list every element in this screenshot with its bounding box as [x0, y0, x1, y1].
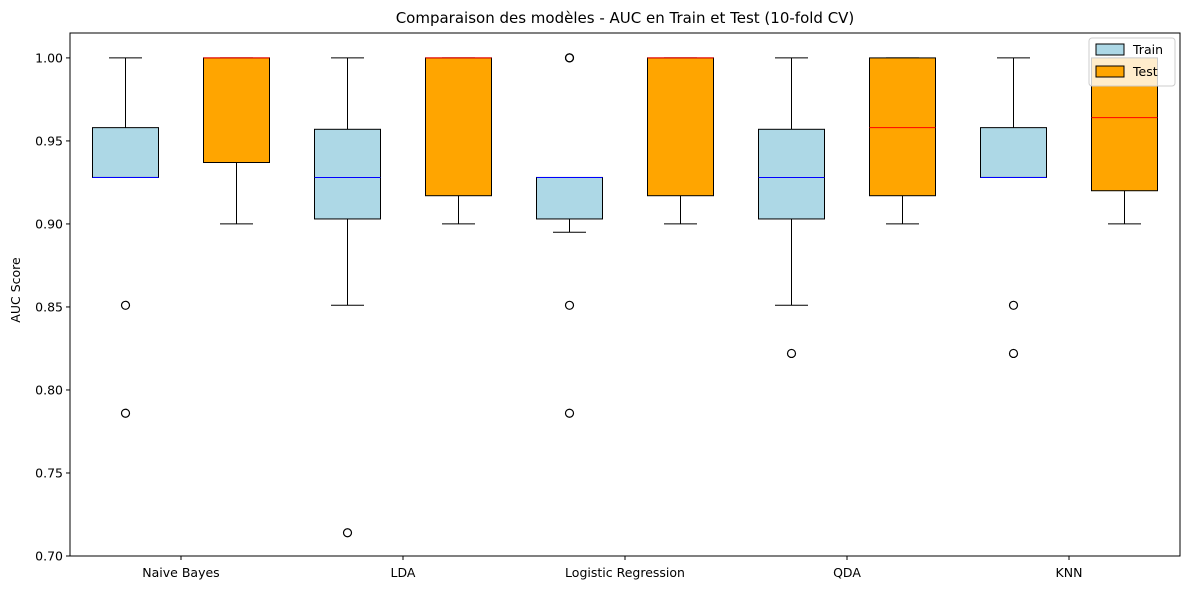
y-tick-label: 0.90 [35, 216, 63, 231]
y-tick-label: 0.70 [35, 549, 63, 564]
train-logistic-regression-outlier [564, 300, 575, 310]
train-naive-bayes-outlier [120, 300, 131, 310]
train-qda-box [758, 128, 825, 220]
y-tick-label: 0.80 [35, 382, 63, 397]
legend-swatch-train [1095, 43, 1125, 56]
train-logistic-regression-outlier [564, 408, 575, 418]
x-tick-label-lda: LDA [391, 565, 416, 580]
chart-title: Comparaison des modèles - AUC en Train e… [396, 9, 855, 27]
y-axis-label: AUC Score [8, 257, 23, 323]
y-tick-label: 0.95 [35, 133, 63, 148]
train-qda-outlier [786, 348, 797, 359]
train-naive-bayes-outlier [120, 408, 131, 418]
test-naive-bayes-box [203, 57, 270, 164]
legend-label-test: Test [1132, 64, 1158, 79]
legend-label-train: Train [1132, 42, 1163, 57]
train-lda-box [314, 128, 381, 220]
plot-area: 0.70 0.75 0.80 0.85 0.90 0.95 1.00 Naive Bayes L… [35, 50, 1158, 580]
x-tick-label-logistic-regression: Logistic Regression [565, 565, 685, 580]
y-tick-label: 0.85 [35, 299, 63, 314]
x-tick-label-naive-bayes: Naive Bayes [142, 565, 219, 580]
test-lda-box [425, 57, 492, 197]
train-lda-outlier [342, 528, 353, 538]
x-tick-label-knn: KNN [1056, 565, 1083, 580]
x-tick-label-qda: QDA [833, 565, 861, 580]
train-logistic-regression-box [536, 176, 603, 220]
y-tick-label: 1.00 [35, 50, 63, 65]
train-knn-outlier [1008, 300, 1019, 310]
test-logistic-regression-box [647, 57, 714, 197]
train-knn-box [980, 127, 1047, 178]
y-tick-label: 0.75 [35, 465, 63, 480]
train-naive-bayes-box [92, 127, 159, 178]
train-knn-outlier [1008, 348, 1019, 359]
legend-swatch-test [1095, 65, 1125, 78]
plot-frame [69, 32, 1181, 557]
train-logistic-regression-outlier [564, 53, 575, 63]
legend: Train Test [1088, 37, 1176, 87]
test-qda-box [869, 57, 936, 197]
